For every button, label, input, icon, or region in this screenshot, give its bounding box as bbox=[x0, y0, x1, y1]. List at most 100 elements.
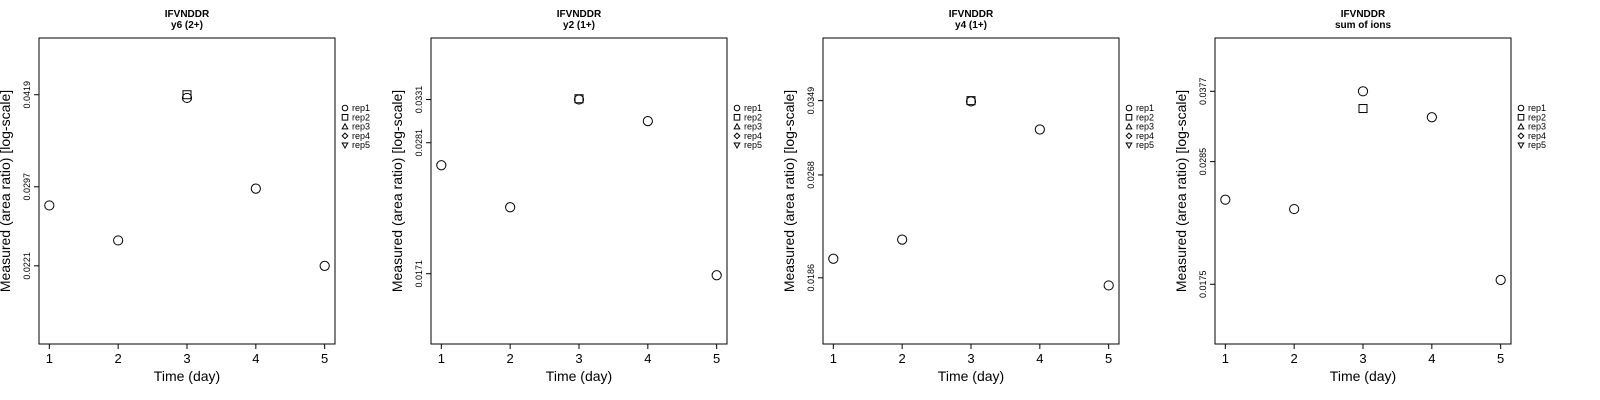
data-point bbox=[250, 183, 261, 194]
legend-marker bbox=[341, 132, 349, 140]
legend-label: rep2 bbox=[352, 112, 370, 122]
legend-label: rep3 bbox=[1528, 122, 1546, 132]
legend-label: rep3 bbox=[1136, 122, 1154, 132]
legend-label: rep5 bbox=[1136, 140, 1154, 150]
data-point bbox=[1358, 104, 1368, 114]
legend-marker bbox=[733, 114, 741, 121]
x-tick-label: 5 bbox=[321, 351, 328, 366]
y-tick-label: 0.0281 bbox=[414, 129, 424, 157]
legend-marker bbox=[1517, 114, 1525, 121]
legend-label: rep4 bbox=[1528, 131, 1546, 141]
legend-label: rep3 bbox=[352, 122, 370, 132]
legend-marker bbox=[733, 142, 741, 150]
plot-frame bbox=[822, 37, 1120, 345]
chart-title: IFVNDDR bbox=[1341, 9, 1386, 20]
data-point bbox=[436, 160, 447, 171]
y-tick-label: 0.0175 bbox=[1198, 271, 1208, 299]
legend-label: rep3 bbox=[744, 122, 762, 132]
x-tick-label: 3 bbox=[1359, 351, 1366, 366]
legend-marker bbox=[1517, 104, 1525, 112]
plot-frame bbox=[430, 37, 728, 345]
plot-frame bbox=[38, 37, 336, 345]
x-axis-title: Time (day) bbox=[1330, 368, 1396, 384]
data-point bbox=[44, 200, 55, 211]
legend-marker bbox=[733, 104, 741, 112]
x-tick-label: 3 bbox=[183, 351, 190, 366]
data-point bbox=[574, 94, 584, 104]
legend-label: rep2 bbox=[1136, 112, 1154, 122]
x-axis-title: Time (day) bbox=[546, 368, 612, 384]
data-point bbox=[113, 235, 124, 246]
data-point bbox=[711, 270, 722, 281]
legend-marker bbox=[1125, 142, 1133, 150]
y-tick-label: 0.0285 bbox=[1198, 148, 1208, 176]
chart-title: IFVNDDR bbox=[949, 9, 994, 20]
legend-marker bbox=[1125, 114, 1133, 121]
legend-label: rep4 bbox=[352, 131, 370, 141]
data-point bbox=[505, 202, 516, 213]
legend-marker bbox=[341, 104, 349, 112]
data-point bbox=[828, 253, 839, 264]
y-tick-label: 0.0377 bbox=[1198, 78, 1208, 106]
chart-subtitle: sum of ions bbox=[1335, 20, 1392, 31]
x-tick-label: 4 bbox=[644, 351, 651, 366]
y-tick-label: 0.0297 bbox=[22, 173, 32, 201]
legend-label: rep1 bbox=[1136, 103, 1154, 113]
y-tick-label: 0.0186 bbox=[806, 264, 816, 292]
y-tick-label: 0.0171 bbox=[414, 260, 424, 288]
y-axis-title: Measured (area ratio) [log-scale] bbox=[0, 90, 13, 292]
legend-label: rep1 bbox=[352, 103, 370, 113]
x-tick-label: 3 bbox=[575, 351, 582, 366]
chart-subtitle: y4 (1+) bbox=[955, 20, 987, 31]
data-point bbox=[1103, 280, 1114, 291]
legend-marker bbox=[733, 132, 741, 140]
legend-label: rep1 bbox=[744, 103, 762, 113]
legend-marker bbox=[1125, 104, 1133, 112]
y-tick-label: 0.0419 bbox=[22, 81, 32, 109]
data-point bbox=[966, 96, 976, 106]
data-point bbox=[319, 260, 330, 271]
legend-label: rep2 bbox=[744, 112, 762, 122]
y-tick-label: 0.0221 bbox=[22, 252, 32, 280]
legend-marker bbox=[1517, 132, 1525, 140]
x-tick-label: 1 bbox=[46, 351, 53, 366]
x-tick-label: 4 bbox=[252, 351, 259, 366]
x-tick-label: 2 bbox=[115, 351, 122, 366]
x-tick-label: 5 bbox=[713, 351, 720, 366]
x-axis-title: Time (day) bbox=[154, 368, 220, 384]
data-point bbox=[1426, 112, 1437, 123]
x-tick-label: 4 bbox=[1428, 351, 1435, 366]
y-axis-title: Measured (area ratio) [log-scale] bbox=[389, 90, 405, 292]
x-tick-label: 1 bbox=[830, 351, 837, 366]
data-point bbox=[1495, 274, 1506, 286]
x-tick-label: 5 bbox=[1497, 351, 1504, 366]
y-tick-label: 0.0349 bbox=[806, 87, 816, 115]
legend-marker bbox=[341, 114, 349, 121]
legend-marker bbox=[1517, 122, 1525, 130]
legend-label: rep5 bbox=[1528, 140, 1546, 150]
chart-subtitle: y2 (1+) bbox=[563, 20, 595, 31]
x-tick-label: 5 bbox=[1105, 351, 1112, 366]
data-point bbox=[1289, 203, 1300, 215]
y-tick-label: 0.0268 bbox=[806, 161, 816, 189]
x-tick-label: 2 bbox=[1291, 351, 1298, 366]
chart-title: IFVNDDR bbox=[165, 9, 210, 20]
legend-label: rep2 bbox=[1528, 112, 1546, 122]
legend-label: rep5 bbox=[744, 140, 762, 150]
data-point bbox=[1220, 194, 1231, 205]
chart-subtitle: y6 (2+) bbox=[171, 20, 203, 31]
y-axis-title: Measured (area ratio) [log-scale] bbox=[1173, 90, 1189, 292]
legend-marker bbox=[341, 122, 349, 130]
legend-marker bbox=[1125, 122, 1133, 130]
legend-marker bbox=[1125, 132, 1133, 140]
x-tick-label: 4 bbox=[1036, 351, 1043, 366]
data-point bbox=[181, 92, 193, 104]
x-tick-label: 1 bbox=[438, 351, 445, 366]
legend-label: rep5 bbox=[352, 140, 370, 150]
data-point bbox=[642, 116, 653, 127]
